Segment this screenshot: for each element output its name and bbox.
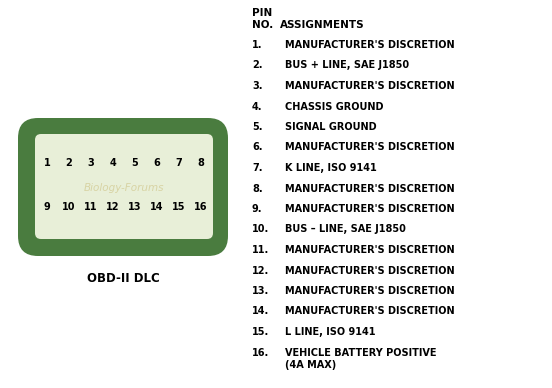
Text: 4.: 4. [252, 102, 263, 111]
Text: 10: 10 [62, 202, 76, 212]
Text: K LINE, ISO 9141: K LINE, ISO 9141 [285, 163, 377, 173]
Text: 14: 14 [150, 202, 164, 212]
Text: 12.: 12. [252, 265, 269, 275]
Text: 13.: 13. [252, 286, 269, 296]
Text: 3: 3 [88, 158, 94, 168]
Text: 11.: 11. [252, 245, 269, 255]
Text: BUS + LINE, SAE J1850: BUS + LINE, SAE J1850 [285, 61, 409, 71]
Text: 15: 15 [172, 202, 186, 212]
Text: 7.: 7. [252, 163, 263, 173]
Text: SIGNAL GROUND: SIGNAL GROUND [285, 122, 376, 132]
Text: VEHICLE BATTERY POSITIVE
(4A MAX): VEHICLE BATTERY POSITIVE (4A MAX) [285, 348, 437, 369]
Text: 9.: 9. [252, 204, 263, 214]
Text: 16.: 16. [252, 348, 269, 357]
Text: 10.: 10. [252, 225, 269, 234]
Text: CHASSIS GROUND: CHASSIS GROUND [285, 102, 384, 111]
Text: 5: 5 [131, 158, 139, 168]
Text: L LINE, ISO 9141: L LINE, ISO 9141 [285, 327, 375, 337]
Text: 13: 13 [128, 202, 142, 212]
Text: OBD-II DLC: OBD-II DLC [87, 272, 160, 285]
Text: 2.: 2. [252, 61, 263, 71]
Text: 6: 6 [153, 158, 161, 168]
Text: 12: 12 [106, 202, 120, 212]
Text: MANUFACTURER'S DISCRETION: MANUFACTURER'S DISCRETION [285, 81, 455, 91]
FancyBboxPatch shape [18, 118, 228, 256]
FancyBboxPatch shape [35, 134, 213, 239]
Text: 1: 1 [44, 158, 50, 168]
Text: MANUFACTURER'S DISCRETION: MANUFACTURER'S DISCRETION [285, 142, 455, 152]
Text: 4: 4 [110, 158, 116, 168]
Text: 7: 7 [176, 158, 182, 168]
Text: MANUFACTURER'S DISCRETION: MANUFACTURER'S DISCRETION [285, 184, 455, 194]
Text: MANUFACTURER'S DISCRETION: MANUFACTURER'S DISCRETION [285, 245, 455, 255]
Text: MANUFACTURER'S DISCRETION: MANUFACTURER'S DISCRETION [285, 40, 455, 50]
Text: MANUFACTURER'S DISCRETION: MANUFACTURER'S DISCRETION [285, 204, 455, 214]
Text: NO.: NO. [252, 20, 273, 30]
Text: Biology-Forums: Biology-Forums [84, 183, 164, 193]
Text: 8.: 8. [252, 184, 263, 194]
Text: PIN: PIN [252, 8, 272, 18]
Text: MANUFACTURER'S DISCRETION: MANUFACTURER'S DISCRETION [285, 265, 455, 275]
Text: MANUFACTURER'S DISCRETION: MANUFACTURER'S DISCRETION [285, 307, 455, 317]
Text: 11: 11 [84, 202, 98, 212]
Text: ASSIGNMENTS: ASSIGNMENTS [280, 20, 365, 30]
Text: 16: 16 [194, 202, 208, 212]
Text: BUS – LINE, SAE J1850: BUS – LINE, SAE J1850 [285, 225, 406, 234]
Text: 3.: 3. [252, 81, 263, 91]
Text: 9: 9 [44, 202, 50, 212]
Text: 1.: 1. [252, 40, 263, 50]
Text: 8: 8 [198, 158, 204, 168]
Text: 14.: 14. [252, 307, 269, 317]
Text: 5.: 5. [252, 122, 263, 132]
Text: MANUFACTURER'S DISCRETION: MANUFACTURER'S DISCRETION [285, 286, 455, 296]
Text: 2: 2 [66, 158, 72, 168]
Text: 15.: 15. [252, 327, 269, 337]
Text: 6.: 6. [252, 142, 263, 152]
